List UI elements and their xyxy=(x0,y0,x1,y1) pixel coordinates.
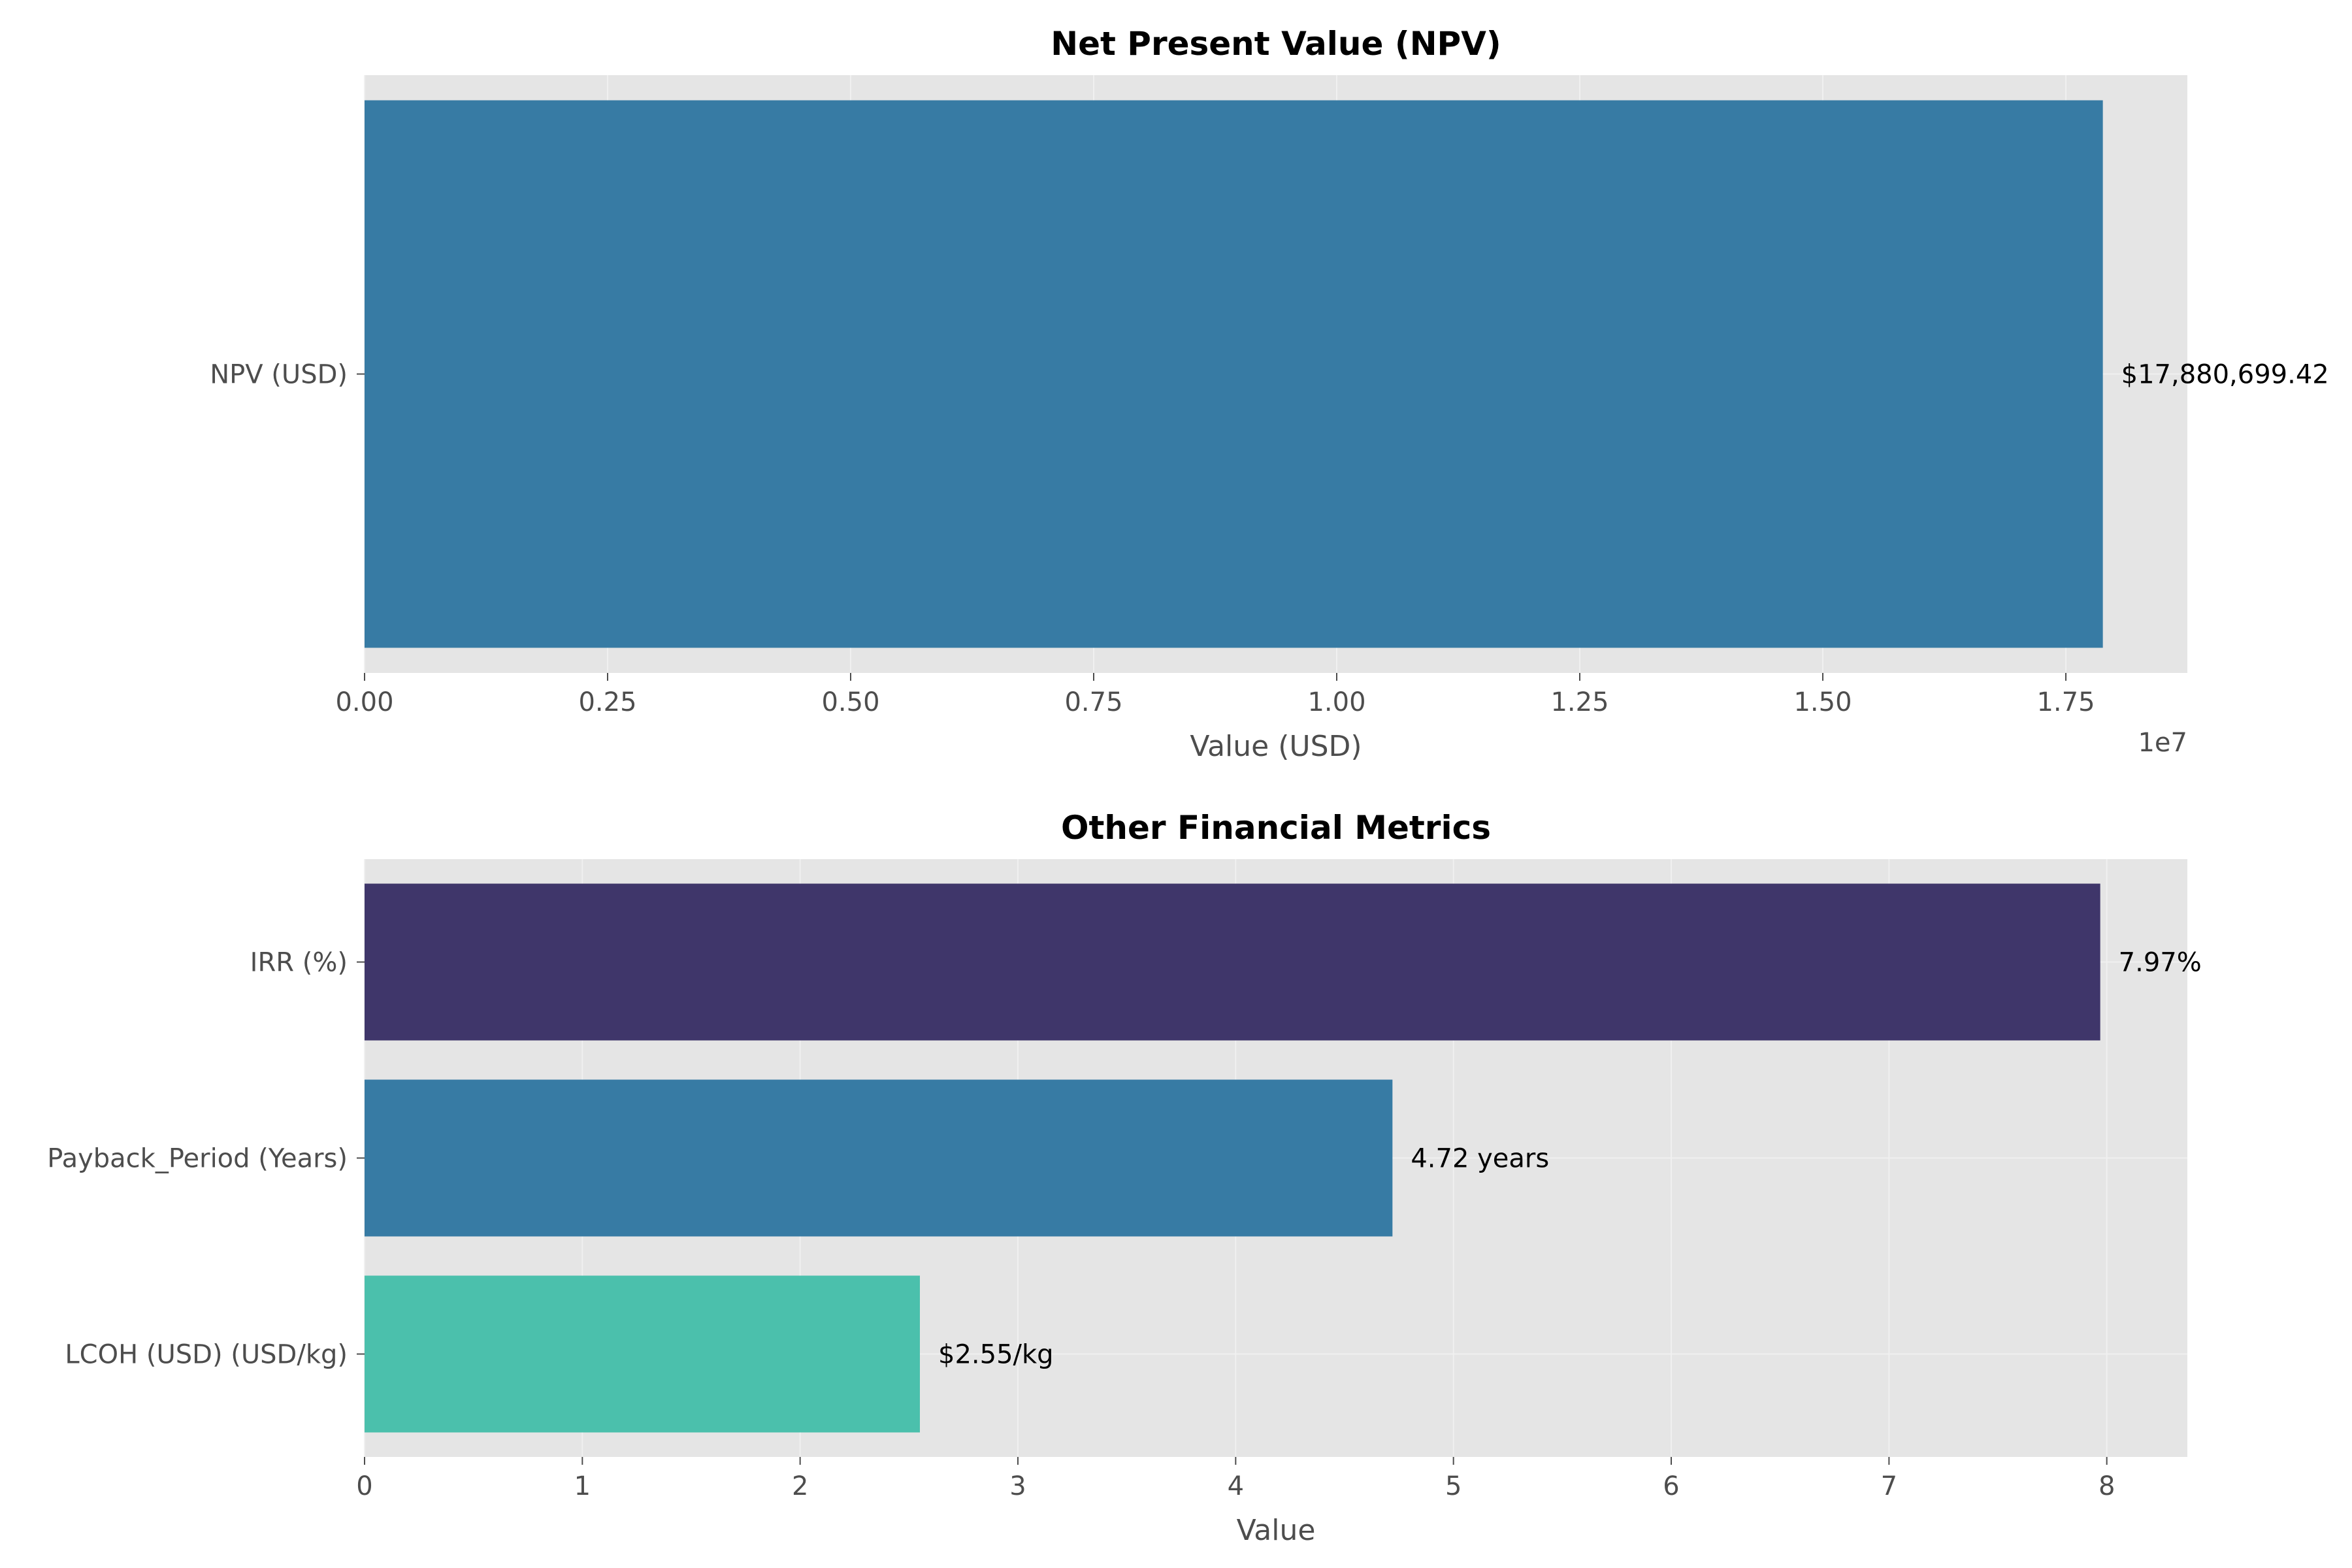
metrics-category-label: LCOH (USD) (USD/kg) xyxy=(65,1340,348,1370)
npv-offset-label: 1e7 xyxy=(2138,728,2187,758)
metrics-x-tick-label: 4 xyxy=(1228,1471,1244,1501)
npv-x-tick-label: 1.50 xyxy=(1793,687,1852,717)
npv-y-ticks: NPV (USD) xyxy=(210,360,365,390)
metrics-bar xyxy=(365,1079,1393,1237)
npv-x-axis-label: Value (USD) xyxy=(1190,730,1362,763)
metrics-bar xyxy=(365,1275,920,1433)
npv-x-tick-label: 0.50 xyxy=(821,687,879,717)
metrics-chart-panel: Other Financial Metrics 0 1 2 3 4 5 6 7 8 LCOH (… xyxy=(47,809,2201,1547)
metrics-category-label: IRR (%) xyxy=(250,948,348,978)
metrics-data-labels: $2.55/kg 4.72 years 7.97% xyxy=(938,948,2202,1370)
metrics-y-ticks: LCOH (USD) (USD/kg) Payback_Period (Years… xyxy=(47,948,365,1370)
npv-x-tick-label: 1.00 xyxy=(1307,687,1365,717)
metrics-bars xyxy=(365,883,2100,1433)
metrics-x-tick-label: 8 xyxy=(2099,1471,2115,1501)
metrics-data-label: $2.55/kg xyxy=(938,1340,1054,1370)
npv-x-tick-label: 0.25 xyxy=(578,687,636,717)
metrics-chart-title: Other Financial Metrics xyxy=(1061,809,1491,847)
npv-data-label: $17,880,699.42 xyxy=(2121,360,2329,390)
npv-data-labels: $17,880,699.42 xyxy=(2121,360,2329,390)
npv-bar xyxy=(365,100,2103,648)
metrics-bar xyxy=(365,883,2100,1041)
npv-chart-panel: Net Present Value (NPV) 0.00 0.25 0.50 0.75… xyxy=(210,25,2329,763)
metrics-x-tick-label: 1 xyxy=(574,1471,591,1501)
npv-x-tick-label: 1.75 xyxy=(2036,687,2095,717)
metrics-x-axis-label: Value xyxy=(1237,1514,1316,1547)
npv-x-tick-label: 0.75 xyxy=(1064,687,1122,717)
metrics-category-label: Payback_Period (Years) xyxy=(47,1144,348,1174)
metrics-x-tick-label: 0 xyxy=(356,1471,372,1501)
npv-x-tick-label: 0.00 xyxy=(335,687,393,717)
metrics-x-tick-label: 2 xyxy=(792,1471,808,1501)
metrics-data-label: 4.72 years xyxy=(1411,1144,1549,1174)
npv-bars xyxy=(365,100,2103,648)
metrics-data-label: 7.97% xyxy=(2119,948,2202,978)
metrics-x-tick-label: 3 xyxy=(1009,1471,1026,1501)
metrics-x-tick-label: 5 xyxy=(1445,1471,1462,1501)
metrics-x-tick-label: 6 xyxy=(1663,1471,1679,1501)
npv-x-tick-label: 1.25 xyxy=(1550,687,1609,717)
metrics-x-tick-label: 7 xyxy=(1881,1471,1897,1501)
npv-category-label: NPV (USD) xyxy=(210,360,348,390)
npv-x-ticks: 0.00 0.25 0.50 0.75 1.00 1.25 1.50 1.75 xyxy=(335,673,2095,717)
metrics-x-ticks: 0 1 2 3 4 5 6 7 8 xyxy=(356,1457,2115,1501)
npv-chart-title: Net Present Value (NPV) xyxy=(1051,25,1501,63)
